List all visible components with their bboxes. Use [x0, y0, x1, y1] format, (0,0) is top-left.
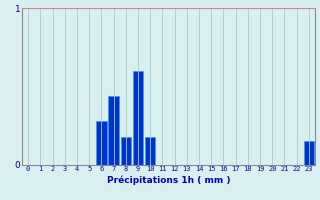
Bar: [304, 141, 314, 165]
Bar: [121, 137, 131, 165]
X-axis label: Précipitations 1h ( mm ): Précipitations 1h ( mm ): [107, 175, 230, 185]
Bar: [145, 137, 156, 165]
Bar: [108, 96, 119, 165]
Bar: [133, 71, 143, 165]
Bar: [96, 121, 107, 165]
